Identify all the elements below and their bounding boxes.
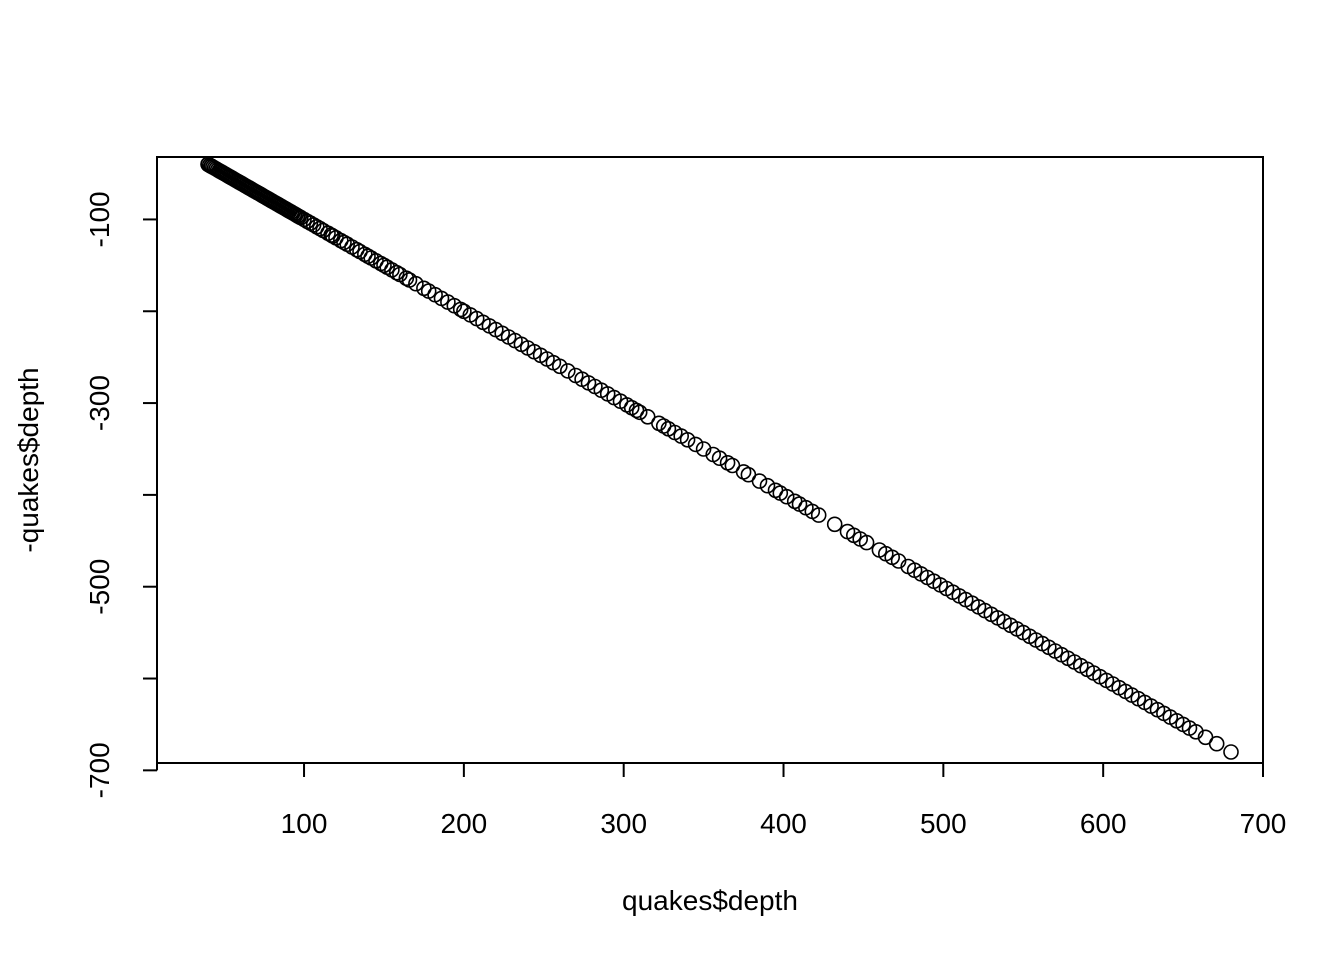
y-tick-label: -700: [84, 742, 115, 798]
x-tick-label: 700: [1240, 808, 1287, 839]
data-point: [711, 450, 728, 467]
data-point: [336, 234, 352, 251]
data-point: [551, 358, 568, 375]
data-point: [1208, 735, 1225, 752]
data-point: [810, 507, 827, 523]
y-tick-label: -500: [84, 559, 115, 615]
data-point: [858, 534, 875, 551]
data-point: [360, 248, 376, 265]
x-tick-label: 200: [441, 808, 488, 839]
data-point: [631, 404, 648, 421]
data-point: [376, 257, 392, 274]
x-axis: 100 200 300 400 500 600 700: [281, 762, 1287, 839]
data-point: [687, 436, 704, 453]
data-point: [559, 363, 576, 379]
y-tick-label: -300: [84, 375, 115, 431]
data-point: [388, 264, 405, 281]
data-point: [890, 553, 907, 569]
x-tick-label: 100: [281, 808, 328, 839]
data-point: [695, 441, 712, 457]
data-point: [1223, 744, 1239, 760]
y-axis-label: -quakes$depth: [13, 367, 44, 552]
data-points: [200, 156, 1239, 760]
y-axis: -100 -300 -500 -700: [84, 191, 158, 798]
data-point: [778, 488, 795, 505]
x-tick-label: 400: [760, 808, 807, 839]
data-point: [398, 270, 415, 287]
x-tick-label: 600: [1080, 808, 1127, 839]
x-tick-label: 300: [600, 808, 647, 839]
data-point: [1188, 723, 1204, 740]
data-point: [679, 431, 696, 448]
data-point: [452, 301, 469, 318]
data-point: [759, 477, 776, 494]
data-point: [826, 516, 843, 533]
data-point: [751, 473, 768, 489]
data-point: [408, 275, 424, 292]
x-axis-label: quakes$depth: [622, 885, 798, 916]
y-tick-label: -100: [84, 191, 115, 247]
x-tick-label: 500: [920, 808, 967, 839]
